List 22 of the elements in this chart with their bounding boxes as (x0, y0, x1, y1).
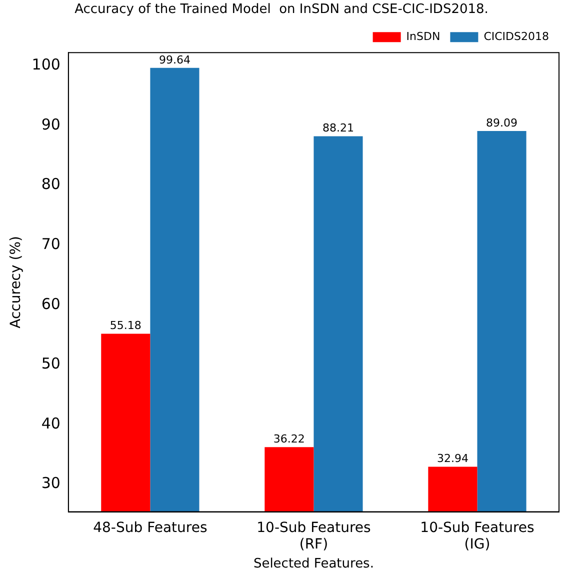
y-tick-label: 40 (41, 414, 60, 432)
data-label: 88.21 (322, 122, 354, 135)
data-label: 89.09 (486, 116, 518, 130)
legend-label: InSDN (406, 30, 440, 43)
x-tick-label: 48-Sub Features (93, 520, 208, 536)
chart-title: Accuracy of the Trained Model on InSDN and CSE-CIC-IDS2018. (74, 2, 488, 18)
y-tick-label: 80 (41, 175, 60, 194)
x-axis-title: Selected Features. (253, 556, 374, 572)
y-tick-label: 70 (41, 235, 60, 254)
y-tick-label: 100 (32, 56, 60, 74)
data-label: 55.18 (110, 319, 142, 332)
x-tick-label: 10-Sub Features (IG) (420, 520, 534, 553)
y-tick-label: 90 (41, 115, 60, 134)
data-label: 99.64 (158, 53, 190, 66)
y-axis-title: Accurecy (%) (8, 236, 24, 328)
data-label: 32.94 (436, 452, 468, 466)
y-tick-label: 60 (41, 294, 60, 313)
y-tick-label: 30 (41, 474, 60, 492)
y-tick-label: 50 (41, 354, 60, 373)
x-tick-label: 10-Sub Features (RF) (256, 520, 371, 553)
legend-label: CICIDS2018 (484, 30, 549, 43)
data-label: 36.22 (273, 432, 305, 446)
